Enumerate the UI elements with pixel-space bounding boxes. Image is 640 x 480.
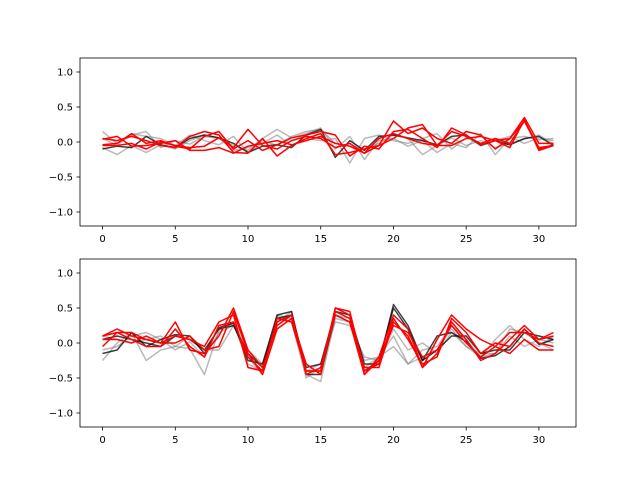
x-tick-label: 5 [172,234,178,245]
y-tick-label: −1.0 [49,208,73,219]
x-tick-label: 10 [242,435,255,446]
series-line-0 [102,127,554,161]
x-tick-label: 5 [172,435,178,446]
series-line-8 [102,314,554,376]
y-tick-label: −0.5 [49,374,73,385]
y-tick-label: 0.0 [57,138,73,149]
series-line-7 [102,120,554,154]
bottom-subplot: 0 5 10 15 20 25 30 1.0 0.5 0.0 −0.5 −1.0 [49,258,577,446]
x-tick-label: 10 [242,234,255,245]
x-tick-label: 15 [314,435,327,446]
x-tick-label: 20 [387,435,400,446]
y-tick-label: 0.5 [57,304,73,315]
x-tick-label: 0 [99,234,105,245]
top-subplot: 0 5 10 15 20 25 30 1.0 0.5 0.0 −0.5 −1.0 [49,57,577,245]
y-tick-label: 0.0 [57,339,73,350]
x-tick-label: 20 [387,234,400,245]
y-tick-label: 0.5 [57,103,73,114]
x-tick-label: 30 [533,435,546,446]
series-line-6 [102,118,554,157]
y-tick-label: 1.0 [57,269,73,280]
y-tick-label: −1.0 [49,409,73,420]
series-group [101,303,554,383]
x-tick-label: 30 [533,234,546,245]
x-tick-label: 15 [314,234,327,245]
series-group [102,116,554,164]
x-tick-label: 25 [460,435,473,446]
x-tick-label: 0 [99,435,105,446]
x-tick-label: 25 [460,234,473,245]
series-line-5 [102,120,554,154]
y-tick-label: 1.0 [57,68,73,79]
y-tick-label: −0.5 [49,173,73,184]
